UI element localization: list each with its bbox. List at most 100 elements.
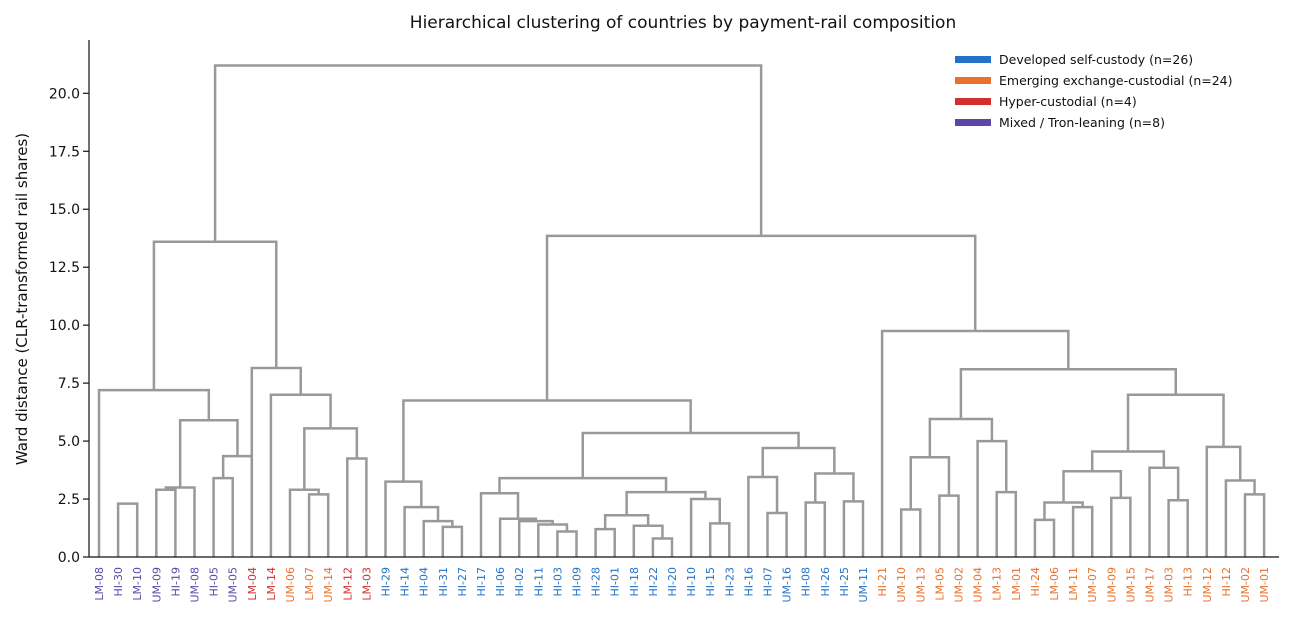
- leaf-label: UM-06: [284, 567, 297, 603]
- dendrogram-link: [288, 488, 320, 557]
- leaf-label: UM-09: [150, 567, 163, 603]
- dendrogram-link: [632, 524, 664, 557]
- leaf-label: LM-14: [265, 567, 278, 601]
- legend-entry: Emerging exchange-custodial (n=24): [999, 73, 1233, 88]
- dendrogram-links: [97, 64, 1266, 557]
- dendrogram-link: [603, 514, 650, 530]
- dendrogram-link: [250, 366, 302, 557]
- dendrogram-link: [1043, 501, 1084, 520]
- leaf-label: HI-07: [762, 567, 775, 596]
- leaf-label: UM-17: [1144, 567, 1157, 603]
- leaf-label: HI-10: [685, 567, 698, 596]
- dendrogram-link: [212, 476, 234, 557]
- leaf-label: HI-30: [112, 567, 125, 596]
- y-tick-label: 20.0: [49, 86, 80, 102]
- dendrogram-link: [1126, 393, 1225, 452]
- dendrogram-link: [97, 388, 211, 557]
- leaf-label: UM-04: [972, 567, 985, 603]
- dendrogram-link: [1110, 496, 1132, 557]
- leaf-label: UM-11: [857, 567, 870, 603]
- legend-swatch: [955, 98, 991, 105]
- dendrogram-link: [1033, 518, 1056, 557]
- leaf-label: HI-09: [571, 567, 584, 596]
- dendrogram-link: [1062, 469, 1123, 503]
- dendrogram-link: [221, 454, 254, 557]
- dendrogram-link: [766, 511, 788, 557]
- dendrogram-link: [747, 475, 779, 557]
- leaf-label: HI-04: [418, 567, 431, 596]
- dendrogram-link: [517, 519, 554, 557]
- dendrogram-link: [402, 399, 692, 482]
- leaf-label: HI-03: [551, 567, 564, 596]
- leaf-label: HI-14: [399, 567, 412, 596]
- leaf-label: HI-12: [1220, 567, 1233, 596]
- legend-swatch: [955, 77, 991, 84]
- dendrogram-link: [152, 240, 278, 391]
- dendrogram-link: [537, 523, 569, 557]
- leaf-label: UM-15: [1124, 567, 1137, 603]
- leaf-label: UM-16: [781, 567, 794, 603]
- y-tick-label: 0.0: [58, 550, 80, 566]
- dendrogram-link: [625, 490, 707, 516]
- dendrogram-link: [307, 493, 330, 557]
- leaf-label: HI-13: [1182, 567, 1195, 596]
- leaf-label: HI-01: [609, 567, 622, 596]
- dendrogram-link: [938, 494, 960, 557]
- leaf-label: UM-02: [953, 567, 966, 603]
- leaf-label: HI-08: [800, 567, 813, 596]
- dendrogram-link: [1148, 466, 1180, 557]
- dendrogram-link: [880, 329, 1070, 557]
- dendrogram-link: [976, 439, 1008, 557]
- dendrogram-link: [269, 393, 332, 557]
- leaf-label: HI-26: [819, 567, 832, 596]
- dendrogram-link: [594, 527, 616, 557]
- legend-entry: Developed self-custody (n=26): [999, 52, 1193, 67]
- leaf-label: HI-19: [169, 567, 182, 596]
- leaf-label: LM-12: [341, 567, 354, 601]
- leaf-label: UM-02: [1239, 567, 1252, 603]
- y-tick-label: 7.5: [58, 376, 80, 392]
- leaf-label: HI-18: [628, 567, 641, 596]
- dendrogram-link: [556, 530, 578, 557]
- leaf-label: UM-14: [322, 567, 335, 603]
- dendrogram-link: [213, 64, 763, 242]
- leaf-label: HI-28: [590, 567, 603, 596]
- dendrogram-link: [1071, 505, 1094, 557]
- leaf-label: HI-31: [437, 567, 450, 596]
- leaf-label: LM-03: [360, 567, 373, 601]
- dendrogram-link: [346, 457, 368, 557]
- leaf-label: LM-01: [1010, 567, 1023, 601]
- y-tick-label: 17.5: [49, 144, 80, 160]
- leaf-label: LM-10: [131, 567, 144, 601]
- legend-entry: Mixed / Tron-leaning (n=8): [999, 115, 1165, 130]
- legend: Developed self-custody (n=26) Emerging ex…: [955, 52, 1233, 130]
- dendrogram-link: [761, 446, 836, 478]
- leaf-label: UM-07: [1086, 567, 1099, 603]
- dendrogram-link: [545, 234, 977, 401]
- leaf-label: LM-04: [246, 567, 259, 601]
- dendrogram-link: [1167, 498, 1189, 557]
- leaf-label: UM-12: [1201, 567, 1214, 603]
- y-tick-label: 15.0: [49, 202, 80, 218]
- y-tick-label: 2.5: [58, 492, 80, 508]
- dendrogram-link: [995, 490, 1018, 557]
- leaf-label: HI-21: [876, 567, 889, 596]
- leaf-label: LM-13: [991, 567, 1004, 601]
- legend-swatch: [955, 56, 991, 63]
- leaf-label: HI-22: [647, 567, 660, 596]
- leaf-label: LM-05: [933, 567, 946, 601]
- leaf-label: HI-29: [380, 567, 393, 596]
- dendrogram-link: [441, 525, 464, 557]
- leaf-label: HI-15: [704, 567, 717, 596]
- leaf-label: HI-27: [456, 567, 469, 596]
- leaf-label: UM-08: [189, 567, 202, 603]
- dendrogram-link: [909, 456, 951, 510]
- leaf-label: HI-02: [513, 567, 526, 596]
- leaf-label: HI-11: [532, 567, 545, 596]
- dendrogram-link: [928, 417, 994, 458]
- dendrogram-link: [1205, 445, 1242, 557]
- dendrogram-link: [959, 367, 1178, 420]
- y-tick-label: 12.5: [49, 260, 80, 276]
- dendrogram-link: [1243, 493, 1266, 557]
- leaf-label: UM-05: [227, 567, 240, 603]
